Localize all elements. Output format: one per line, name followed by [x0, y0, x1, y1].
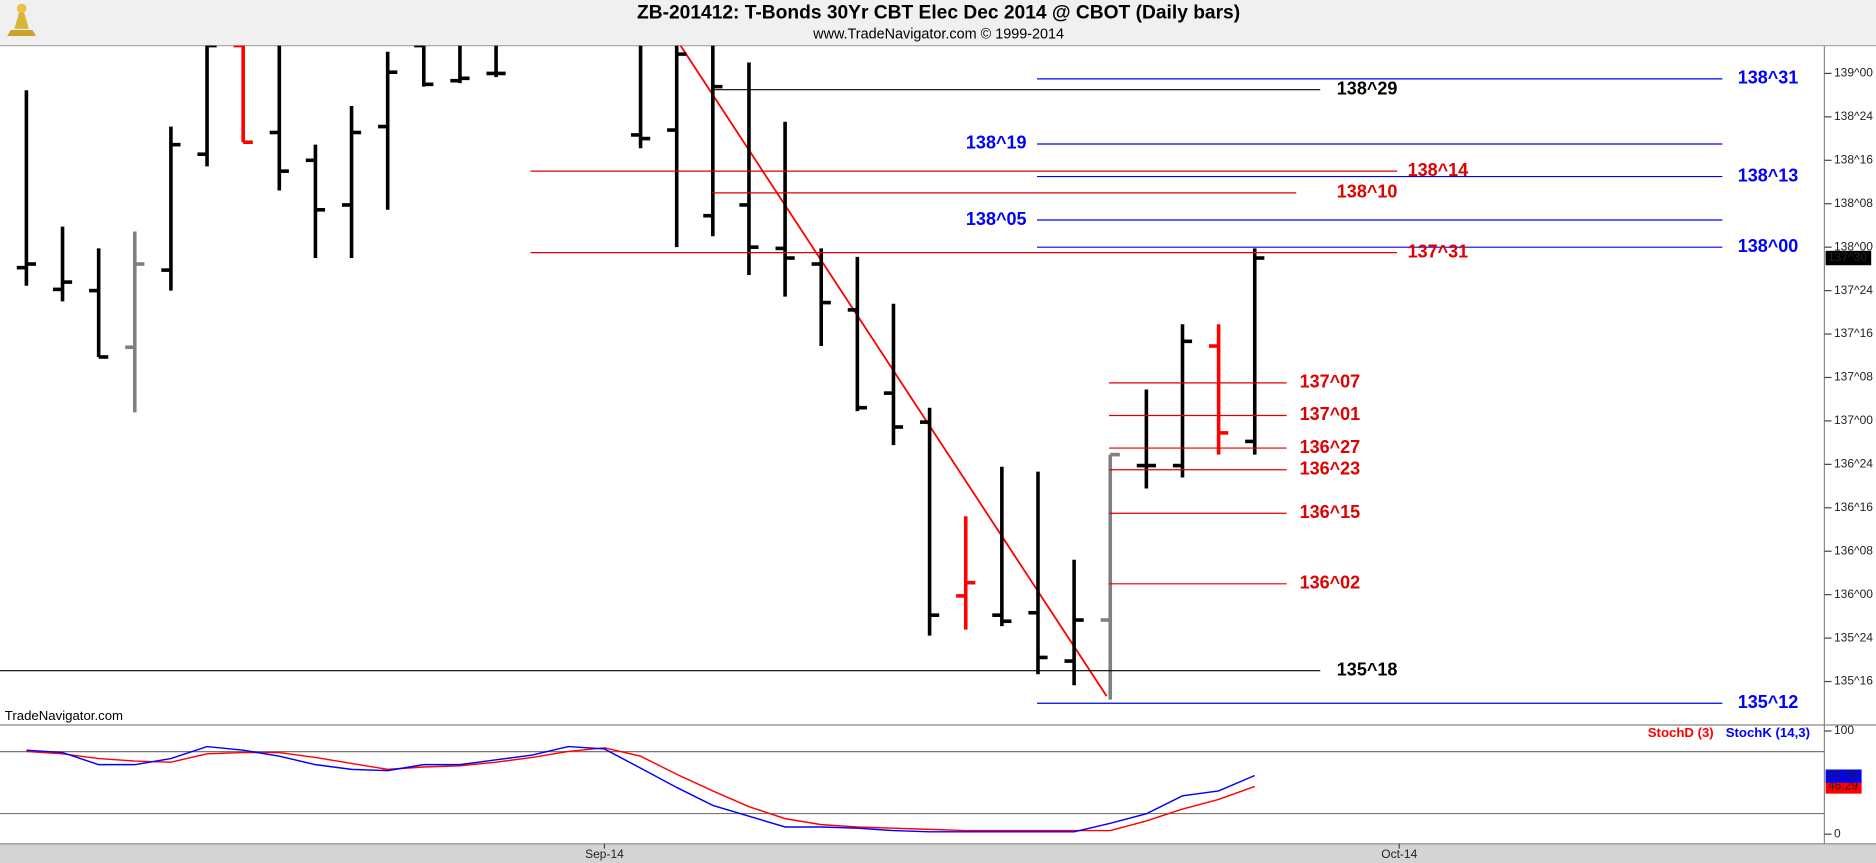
level-label: 138^05 [966, 209, 1027, 229]
level-label: 137^31 [1408, 241, 1469, 261]
x-tick-label: Sep-14 [585, 847, 624, 861]
level-label: 137^07 [1300, 372, 1361, 392]
y-tick-label: 136^24 [1834, 457, 1873, 471]
level-label: 138^14 [1408, 160, 1469, 180]
y-tick-label: 100 [1834, 723, 1854, 737]
last-price-label: 137^30 [1828, 250, 1867, 264]
level-label: 135^18 [1337, 659, 1398, 679]
y-tick-label: 136^08 [1834, 543, 1873, 557]
level-label: 137^01 [1300, 404, 1361, 424]
y-tick-label: 138^00 [1834, 239, 1873, 253]
level-label: 135^12 [1738, 692, 1799, 712]
y-tick-label: 135^24 [1834, 630, 1873, 644]
level-label: 136^23 [1300, 459, 1361, 479]
y-tick-label: 137^16 [1834, 326, 1873, 340]
y-tick-label: 138^08 [1834, 196, 1873, 210]
y-tick-label: 137^24 [1834, 283, 1873, 297]
y-tick-label: 139^00 [1834, 66, 1873, 80]
legend-entry: StochD (3) [1648, 725, 1714, 740]
y-tick-label: 137^08 [1834, 370, 1873, 384]
y-tick-label: 138^16 [1834, 152, 1873, 166]
last-price-box [1825, 250, 1872, 266]
level-label: 138^19 [966, 133, 1027, 153]
level-label: 138^31 [1738, 68, 1799, 88]
y-tick-label: 137^00 [1834, 413, 1873, 427]
level-label: 136^27 [1300, 437, 1361, 457]
stoch-line [26, 747, 1255, 832]
header-bg [0, 0, 1876, 46]
chart-subtitle: www.TradeNavigator.com © 1999-2014 [812, 27, 1064, 43]
source-label: TradeNavigator.com [5, 708, 123, 723]
chart-title: ZB-201412: T-Bonds 30Yr CBT Elec Dec 201… [637, 2, 1240, 23]
stoch-line [26, 745, 1256, 833]
x-axis-bg [0, 843, 1876, 863]
level-label: 138^29 [1337, 78, 1398, 98]
y-tick-label: 0 [1834, 826, 1841, 840]
last-value-box [1825, 769, 1862, 783]
last-value-box [1825, 780, 1862, 794]
level-label: 138^00 [1738, 236, 1799, 256]
y-tick-label: 136^16 [1834, 500, 1873, 514]
level-label: 136^02 [1300, 573, 1361, 593]
y-tick-label: 136^00 [1834, 587, 1873, 601]
level-label: 138^10 [1337, 182, 1398, 202]
price-pane [16, 45, 1265, 700]
last-value-label: 56.89 [1828, 768, 1858, 782]
level-label: 138^13 [1738, 165, 1799, 185]
y-tick-label: 135^16 [1834, 674, 1873, 688]
legend-entry: StochK (14,3) [1726, 725, 1810, 740]
y-tick-label: 138^24 [1834, 109, 1873, 123]
level-label: 136^15 [1300, 502, 1361, 522]
x-tick-label: Oct-14 [1381, 847, 1417, 861]
